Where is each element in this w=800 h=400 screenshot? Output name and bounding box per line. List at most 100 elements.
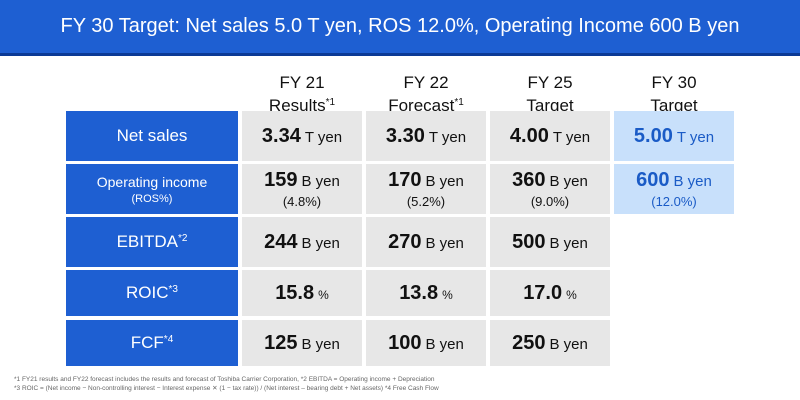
- cell-value-line: 100 B yen: [388, 332, 464, 355]
- cell-value-line: 250 B yen: [512, 332, 588, 355]
- cell-value: 159: [264, 169, 298, 191]
- table-cell: 500 B yen: [490, 217, 610, 267]
- cell-value: 13.8: [399, 281, 439, 304]
- cell-value-line: 5.00 T yen: [634, 125, 714, 148]
- cell-unit: T yen: [428, 128, 467, 146]
- cell-value: 500: [512, 230, 546, 253]
- cell-value-line: 125 B yen: [264, 332, 340, 355]
- column-header-year: FY 25: [527, 73, 573, 92]
- cell-value: 360: [512, 169, 546, 191]
- cell-value: 600: [636, 169, 670, 191]
- cell-unit: B yen: [549, 234, 588, 252]
- row-label: Operating income (ROS%): [66, 164, 238, 214]
- table-cell: 3.30 T yen: [366, 111, 486, 161]
- column-header-type: Target: [614, 93, 734, 116]
- cell-value: 270: [388, 230, 422, 253]
- column-header: FY 21 Results*1: [242, 73, 362, 116]
- row-label: Net sales: [66, 111, 238, 161]
- column-header: FY 25 Target: [490, 73, 610, 116]
- row-label: EBITDA*2: [66, 217, 238, 267]
- cell-value-line: 3.34 T yen: [262, 125, 342, 148]
- table-cell: 125 B yen: [242, 320, 362, 366]
- cell-value-line: 13.8%: [399, 282, 453, 305]
- table-cell: 270 B yen: [366, 217, 486, 267]
- table-cell: 244 B yen: [242, 217, 362, 267]
- cell-unit: B yen: [673, 173, 712, 190]
- table-cell: 3.34 T yen: [242, 111, 362, 161]
- footnote-mark: *1: [325, 97, 336, 108]
- cell-value-line: 500 B yen: [512, 231, 588, 254]
- row-label-name: EBITDA: [116, 232, 178, 251]
- row-label: ROIC*3: [66, 270, 238, 316]
- row-sublabel: (ROS%): [131, 193, 173, 205]
- column-header-type: Forecast*1: [366, 93, 486, 116]
- row-label-text: EBITDA*2: [117, 232, 188, 252]
- table-cell: 250 B yen: [490, 320, 610, 366]
- page-title-banner: FY 30 Target: Net sales 5.0 T yen, ROS 1…: [0, 0, 800, 56]
- cell-unit: B yen: [301, 234, 340, 252]
- cell-value-line: 159 B yen: [264, 169, 340, 192]
- cell-value-line: 600 B yen: [636, 169, 712, 192]
- row-label-name: Net sales: [116, 126, 188, 145]
- footnote: *1 FY21 results and FY22 forecast includ…: [14, 376, 435, 383]
- cell-value: 244: [264, 230, 298, 253]
- cell-value-line: 15.8%: [275, 282, 329, 305]
- column-header: FY 30 Target: [614, 73, 734, 116]
- cell-unit: T yen: [304, 128, 343, 146]
- cell-ros: (12.0%): [651, 194, 697, 209]
- cell-value: 3.34: [261, 124, 301, 147]
- cell-value: 5.00: [633, 124, 673, 147]
- cell-value: 170: [388, 169, 422, 191]
- cell-value-line: 17.0%: [523, 282, 577, 305]
- cell-unit: B yen: [301, 173, 340, 190]
- column-header-type: Results*1: [242, 93, 362, 116]
- footnote-mark: *3: [168, 284, 178, 295]
- cell-unit: T yen: [676, 128, 715, 146]
- row-label-text: Net sales: [117, 126, 188, 146]
- cell-value-line: 270 B yen: [388, 231, 464, 254]
- row-label-name: Operating income: [96, 174, 208, 190]
- cell-unit: B yen: [549, 335, 588, 353]
- table-cell: 4.00 T yen: [490, 111, 610, 161]
- row-label-text: FCF*4: [131, 333, 174, 353]
- cell-value-line: 360 B yen: [512, 169, 588, 192]
- cell-unit: %: [566, 287, 577, 302]
- cell-unit: B yen: [549, 173, 588, 190]
- cell-value-line: 4.00 T yen: [510, 125, 590, 148]
- target-cell: 600 B yen (12.0%): [614, 164, 734, 214]
- cell-unit: %: [442, 287, 453, 302]
- footnote-mark: *2: [177, 233, 188, 244]
- table-cell: 100 B yen: [366, 320, 486, 366]
- cell-unit: B yen: [425, 173, 464, 190]
- table-cell: 159 B yen (4.8%): [242, 164, 362, 214]
- column-header: FY 22 Forecast*1: [366, 73, 486, 116]
- cell-value: 125: [264, 331, 298, 354]
- cell-ros: (9.0%): [530, 194, 570, 209]
- cell-value-line: 3.30 T yen: [386, 125, 466, 148]
- row-label-name: FCF: [130, 333, 164, 352]
- column-header-label: Target: [650, 96, 698, 115]
- table-cell: 13.8%: [366, 270, 486, 316]
- column-header-year: FY 21: [279, 73, 325, 92]
- cell-value: 100: [388, 331, 422, 354]
- cell-unit: B yen: [425, 234, 464, 252]
- cell-value-line: 244 B yen: [264, 231, 340, 254]
- column-header-type: Target: [490, 93, 610, 116]
- cell-value: 4.00: [509, 124, 549, 147]
- page-title: FY 30 Target: Net sales 5.0 T yen, ROS 1…: [60, 15, 740, 37]
- footnote-mark: *1: [454, 97, 464, 108]
- cell-value: 15.8: [275, 281, 315, 304]
- table-cell: 360 B yen (9.0%): [490, 164, 610, 214]
- cell-unit: B yen: [301, 335, 340, 353]
- cell-value: 17.0: [523, 281, 563, 304]
- column-header-label: Target: [526, 96, 574, 115]
- footnote-mark: *4: [163, 334, 174, 345]
- cell-unit: T yen: [552, 128, 591, 146]
- cell-value: 3.30: [385, 124, 425, 147]
- cell-ros: (4.8%): [282, 194, 322, 209]
- table-cell: 15.8%: [242, 270, 362, 316]
- table-cell: 17.0%: [490, 270, 610, 316]
- row-label-name: ROIC: [126, 283, 169, 302]
- column-header-label: Results: [268, 96, 326, 115]
- cell-unit: %: [318, 287, 329, 302]
